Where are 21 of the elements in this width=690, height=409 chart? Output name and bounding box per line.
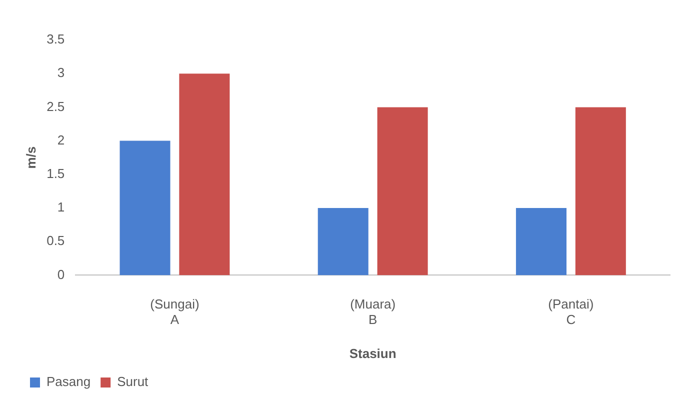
y-tick-label: 2.5	[46, 98, 65, 114]
legend-label: Surut	[117, 374, 149, 390]
bar	[318, 208, 368, 276]
y-tick-label: 0	[57, 266, 65, 282]
bar	[516, 208, 566, 276]
y-tick-label: 1.5	[46, 166, 65, 181]
x-tick-label: (Muara) B	[350, 296, 396, 328]
y-tick-label: 3	[57, 65, 65, 80]
bar	[120, 140, 170, 276]
x-tick-label: (Sungai) A	[150, 296, 200, 328]
bar	[377, 107, 428, 276]
bar	[575, 107, 626, 276]
x-axis-title: Stasiun	[349, 346, 396, 361]
y-tick-label: 1	[57, 200, 65, 215]
y-tick-label: 3.5	[46, 32, 65, 47]
bar	[179, 74, 230, 276]
y-axis-title: m/s	[23, 146, 38, 169]
y-tick-label: 2	[57, 132, 65, 148]
legend-label: Pasang	[46, 374, 91, 390]
y-tick-label: 0.5	[46, 233, 65, 248]
x-tick-label: (Pantai) C	[548, 296, 594, 328]
